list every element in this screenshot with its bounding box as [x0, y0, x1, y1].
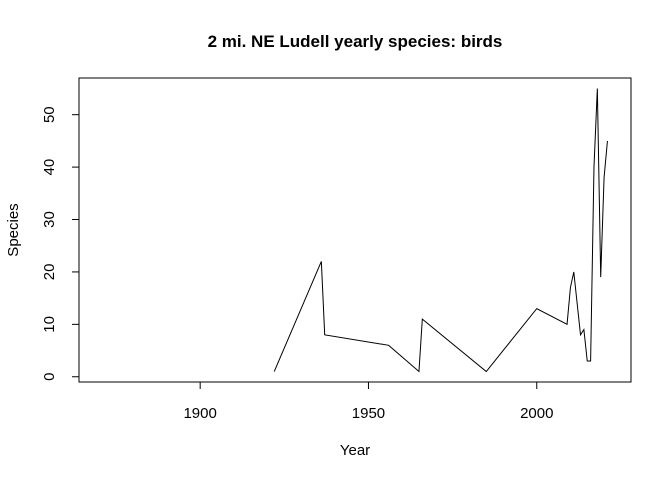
chart-title: 2 mi. NE Ludell yearly species: birds [208, 32, 503, 51]
plot-frame [78, 77, 632, 383]
y-tick-label: 20 [41, 264, 58, 281]
y-tick-label: 10 [41, 316, 58, 333]
y-tick-label: 30 [41, 211, 58, 228]
y-axis: 0 10 20 30 40 50 [41, 106, 80, 381]
x-axis: 1900 1950 2000 [183, 381, 553, 422]
y-axis-label: Species [5, 203, 22, 256]
y-tick-label: 50 [41, 106, 58, 123]
x-tick-label: 1950 [352, 405, 385, 422]
x-tick-label: 1900 [183, 405, 216, 422]
x-axis-label: Year [340, 442, 370, 459]
series-line [273, 88, 608, 373]
y-tick-label: 40 [41, 159, 58, 176]
y-tick-label: 0 [41, 373, 58, 381]
x-tick-label: 2000 [520, 405, 553, 422]
